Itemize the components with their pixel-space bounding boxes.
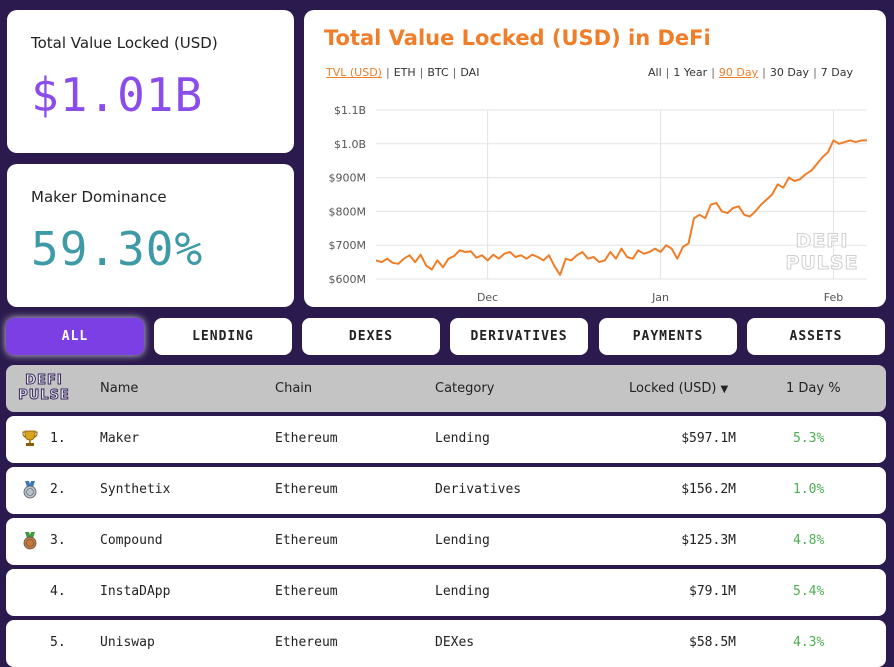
filter-assets[interactable]: ASSETS bbox=[747, 318, 885, 355]
header-category[interactable]: Category bbox=[435, 381, 495, 396]
row-category: Derivatives bbox=[435, 482, 522, 497]
tab-btc[interactable]: BTC bbox=[427, 66, 449, 79]
y-tick-label: $700M bbox=[329, 239, 367, 252]
table-row[interactable]: 5. Uniswap Ethereum DEXes $58.5M 4.3% bbox=[6, 620, 886, 667]
row-name[interactable]: Synthetix bbox=[100, 482, 171, 497]
sort-down-icon: ▼ bbox=[720, 384, 729, 395]
y-tick-label: $800M bbox=[329, 205, 367, 218]
silver-medal-icon bbox=[23, 481, 37, 499]
category-filters: ALL LENDING DEXES DERIVATIVES PAYMENTS A… bbox=[6, 318, 886, 356]
row-name[interactable]: Uniswap bbox=[100, 635, 155, 650]
header-name[interactable]: Name bbox=[100, 381, 139, 396]
tab-eth[interactable]: ETH bbox=[393, 66, 416, 79]
row-category: DEXes bbox=[435, 635, 475, 650]
tvl-label: Total Value Locked (USD) bbox=[31, 34, 218, 52]
row-change: 4.8% bbox=[793, 533, 825, 548]
row-chain: Ethereum bbox=[275, 584, 338, 599]
chart-title: Total Value Locked (USD) in DeFi bbox=[324, 26, 711, 50]
defi-pulse-watermark: DEFI bbox=[796, 230, 849, 252]
x-tick-label: Feb bbox=[824, 291, 843, 304]
header-change[interactable]: 1 Day % bbox=[786, 381, 841, 396]
range-1-year[interactable]: 1 Year bbox=[673, 66, 708, 79]
defi-pulse-watermark: PULSE bbox=[785, 252, 858, 274]
dominance-card: Maker Dominance 59.30% bbox=[7, 164, 294, 307]
row-chain: Ethereum bbox=[275, 635, 338, 650]
y-tick-label: $1.1B bbox=[334, 104, 366, 117]
range-90-day[interactable]: 90 Day bbox=[718, 66, 759, 79]
chart-card: Total Value Locked (USD) in DeFi TVL (US… bbox=[304, 10, 886, 307]
tvl-series-line bbox=[375, 139, 867, 276]
trophy-icon bbox=[22, 430, 38, 446]
row-locked: $79.1M bbox=[689, 584, 736, 599]
range-tabs: All | 1 Year | 90 Day | 30 Day | 7 Day bbox=[648, 66, 853, 79]
header-chain[interactable]: Chain bbox=[275, 381, 313, 396]
row-locked: $58.5M bbox=[689, 635, 736, 650]
y-tick-label: $600M bbox=[329, 273, 367, 286]
row-name[interactable]: InstaDApp bbox=[100, 584, 171, 599]
row-rank: 4. bbox=[50, 584, 66, 599]
row-chain: Ethereum bbox=[275, 431, 338, 446]
row-category: Lending bbox=[435, 533, 490, 548]
row-rank: 2. bbox=[50, 482, 66, 497]
logo-line-2: PULSE bbox=[18, 388, 70, 404]
range-30-day[interactable]: 30 Day bbox=[769, 66, 810, 79]
filter-dexes[interactable]: DEXES bbox=[302, 318, 440, 355]
header-locked-label: Locked (USD) bbox=[629, 381, 717, 396]
bronze-medal-icon bbox=[23, 532, 37, 550]
header-locked[interactable]: Locked (USD) ▼ bbox=[629, 381, 728, 396]
row-locked: $125.3M bbox=[681, 533, 736, 548]
row-change: 5.4% bbox=[793, 584, 825, 599]
filter-all[interactable]: ALL bbox=[6, 318, 144, 355]
y-tick-label: $900M bbox=[329, 172, 367, 185]
row-rank: 5. bbox=[50, 635, 66, 650]
table-header: DEFI PULSE Name Chain Category Locked (U… bbox=[6, 365, 886, 412]
row-rank: 1. bbox=[50, 431, 66, 446]
row-name[interactable]: Compound bbox=[100, 533, 163, 548]
tvl-value: $1.01B bbox=[31, 68, 204, 122]
metric-tabs: TVL (USD) | ETH | BTC | DAI bbox=[326, 66, 480, 79]
table-row[interactable]: 3. Compound Ethereum Lending $125.3M 4.8% bbox=[6, 518, 886, 565]
y-tick-label: $1.0B bbox=[334, 138, 366, 151]
filter-payments[interactable]: PAYMENTS bbox=[599, 318, 737, 355]
table-row[interactable]: 4. InstaDApp Ethereum Lending $79.1M 5.4% bbox=[6, 569, 886, 616]
table-row[interactable]: 2. Synthetix Ethereum Derivatives $156.2M 1.0… bbox=[6, 467, 886, 514]
logo-line-1: DEFI bbox=[25, 373, 63, 389]
row-locked: $156.2M bbox=[681, 482, 736, 497]
row-change: 1.0% bbox=[793, 482, 825, 497]
row-chain: Ethereum bbox=[275, 533, 338, 548]
row-name[interactable]: Maker bbox=[100, 431, 140, 446]
x-tick-label: Dec bbox=[477, 291, 498, 304]
tab-dai[interactable]: DAI bbox=[460, 66, 480, 79]
row-category: Lending bbox=[435, 584, 490, 599]
table-row[interactable]: 1. Maker Ethereum Lending $597.1M 5.3% bbox=[6, 416, 886, 463]
filter-lending[interactable]: LENDING bbox=[154, 318, 292, 355]
tab-tvl-usd[interactable]: TVL (USD) bbox=[326, 66, 382, 79]
dominance-value: 59.30% bbox=[31, 222, 204, 276]
row-rank: 3. bbox=[50, 533, 66, 548]
row-change: 5.3% bbox=[793, 431, 825, 446]
dominance-label: Maker Dominance bbox=[31, 188, 167, 206]
filter-derivatives[interactable]: DERIVATIVES bbox=[450, 318, 588, 355]
row-change: 4.3% bbox=[793, 635, 825, 650]
x-tick-label: Jan bbox=[651, 291, 669, 304]
tvl-line-chart: $600M $700M $800M $900M $1.0B $1.1B Dec Jan Feb D… bbox=[329, 104, 867, 304]
defi-pulse-logo: DEFI PULSE bbox=[18, 373, 70, 404]
range-all[interactable]: All bbox=[648, 66, 662, 79]
row-chain: Ethereum bbox=[275, 482, 338, 497]
row-category: Lending bbox=[435, 431, 490, 446]
tvl-card: Total Value Locked (USD) $1.01B bbox=[7, 10, 294, 153]
row-locked: $597.1M bbox=[681, 431, 736, 446]
range-7-day[interactable]: 7 Day bbox=[820, 66, 853, 79]
